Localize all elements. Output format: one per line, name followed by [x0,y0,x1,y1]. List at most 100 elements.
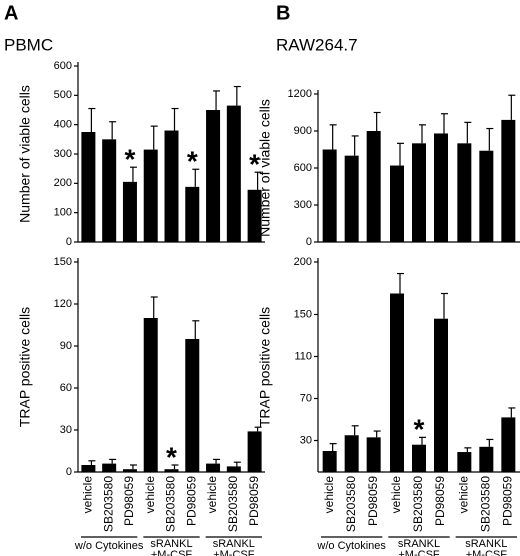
annotation: * [124,144,135,175]
annotation: * [249,149,260,180]
bar [122,181,137,242]
y-tick-label: 60 [60,382,72,394]
y-tick-label: 0 [306,236,312,248]
bar [479,150,494,242]
y-tick-label: 0 [66,466,72,478]
y-tick-label: 30 [300,434,312,446]
y-tick-label: 1200 [288,88,312,100]
bar [143,149,158,242]
annotation: * [187,146,198,177]
bar [122,469,137,472]
y-tick-label: 150 [294,308,312,320]
bar [457,143,472,242]
bar [457,452,472,472]
x-tick-label: SB203580 [344,476,358,532]
bar [366,131,381,242]
y-tick-label: 30 [60,424,72,436]
x-tick-label: vehicle [389,476,403,514]
bar [434,133,448,242]
y-axis-label: TRAP positive cells [17,307,33,427]
bar [185,339,200,472]
y-tick-label: 200 [54,177,72,189]
x-tick-label: SB203580 [164,476,178,532]
x-tick-label: vehicle [143,476,157,514]
y-tick-label: 70 [300,392,312,404]
panel-cell: RAW264.7 [276,35,358,54]
panel-letter: A [4,2,18,24]
group-label: sRANKL [150,538,192,550]
x-tick-label: PD98059 [184,476,198,526]
y-tick-label: 120 [54,298,72,310]
x-tick-label: SB203580 [479,476,493,532]
x-tick-label: vehicle [81,476,95,514]
group-label: sRANKL [213,538,255,550]
x-tick-label: SB203580 [226,476,240,532]
bar [81,132,96,242]
x-tick-label: PD98059 [433,476,447,526]
y-tick-label: 0 [66,236,72,248]
y-tick-label: 600 [294,162,312,174]
group-label: w/o Cytokines [74,540,144,552]
y-tick-label: 600 [54,60,72,72]
bar [366,437,381,472]
annotation: * [414,414,425,445]
bar [102,139,117,242]
y-tick-label: 900 [294,125,312,137]
panel-letter: B [276,2,290,24]
bar [390,293,404,472]
y-axis-label: TRAP positive cells [257,307,273,427]
bar [185,186,200,242]
y-axis-label: Number of viable cells [257,99,273,237]
x-tick-label: SB203580 [101,476,115,532]
group-label: +M-CSF [466,549,508,556]
bar [81,465,96,472]
y-tick-label: 500 [54,89,72,101]
x-tick-label: vehicle [205,476,219,514]
y-tick-label: 400 [54,119,72,131]
group-label: sRANKL [398,538,440,550]
bar [390,165,404,242]
bar [164,130,179,242]
bar [143,318,158,472]
y-tick-label: 110 [294,350,312,362]
y-tick-label: 100 [54,207,72,219]
x-tick-label: vehicle [457,476,471,514]
bar [322,451,337,472]
bar [501,417,516,472]
panel-cell: PBMC [4,35,53,54]
bar [344,435,359,472]
y-tick-label: 300 [294,199,312,211]
bar [226,466,241,472]
bar [247,431,262,472]
x-tick-label: PD98059 [247,476,261,526]
annotation: * [166,441,177,472]
x-tick-label: PD98059 [501,476,515,526]
bar [206,463,221,472]
bar [226,105,241,242]
bar [322,149,337,242]
bar [344,155,359,242]
bar [501,119,516,242]
y-tick-label: 300 [54,148,72,160]
y-tick-label: 200 [294,256,312,268]
bar [479,446,494,472]
x-tick-label: PD98059 [122,476,136,526]
x-tick-label: SB203580 [411,476,425,532]
x-tick-label: PD98059 [366,476,380,526]
bar [434,318,448,472]
group-label: w/o Cytokines [316,540,386,552]
group-label: +M-CSF [398,549,440,556]
y-tick-label: 150 [54,256,72,268]
bar [412,143,426,242]
group-label: +M-CSF [213,549,255,556]
bar [102,463,117,472]
bar [164,469,179,472]
group-label: +M-CSF [151,549,193,556]
y-axis-label: Number of viable cells [17,85,33,223]
bar [412,444,426,472]
group-label: sRANKL [465,538,507,550]
bar [206,110,221,242]
y-tick-label: 90 [60,340,72,352]
x-tick-label: vehicle [322,476,336,514]
